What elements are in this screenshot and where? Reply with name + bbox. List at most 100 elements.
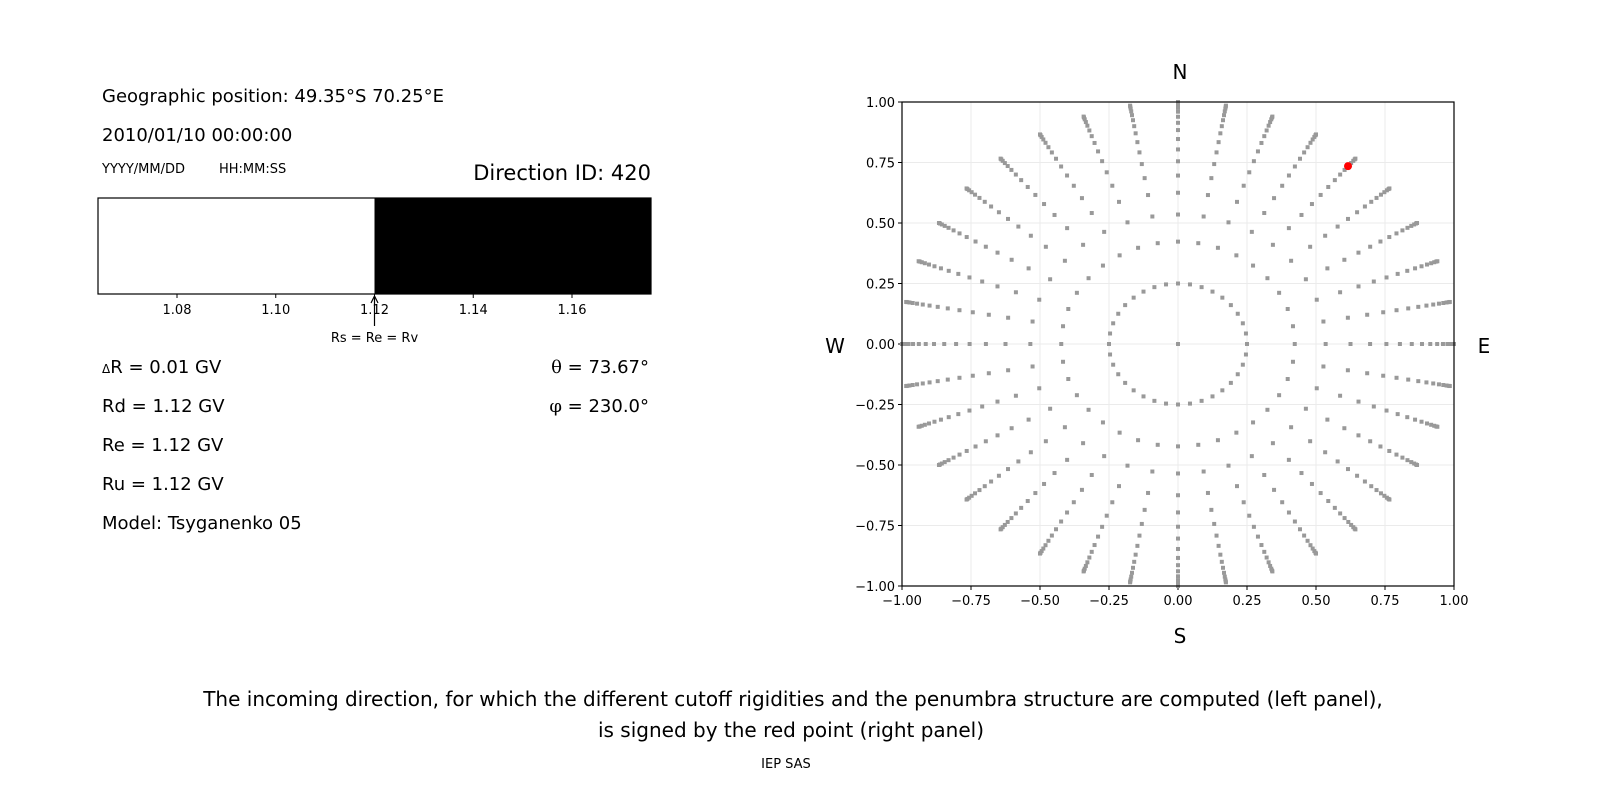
scatter-point: [942, 342, 947, 346]
scatter-point: [1006, 368, 1011, 373]
scatter-point: [1079, 487, 1084, 492]
scatter-point: [1264, 555, 1269, 560]
scatter-point: [1286, 510, 1291, 515]
scatter-point: [1353, 527, 1358, 532]
scatter-point: [977, 488, 982, 493]
scatter-point: [1265, 276, 1270, 281]
scatter-point: [1387, 235, 1392, 240]
x-tick-label: −0.50: [1020, 594, 1060, 609]
scatter-point: [1131, 295, 1136, 300]
scatter-point: [1277, 290, 1282, 295]
rd-value: Rd = 1.12 GV: [102, 396, 225, 417]
scatter-point: [1342, 426, 1347, 431]
scatter-point: [1176, 109, 1180, 114]
scatter-point: [1247, 170, 1252, 175]
scatter-point: [1424, 262, 1429, 267]
scatter-point: [1196, 241, 1201, 246]
scatter-point: [1378, 491, 1383, 496]
scatter-point: [1009, 516, 1014, 521]
scatter-point: [1323, 342, 1328, 346]
scatter-point: [1220, 295, 1225, 300]
scatter-point: [1059, 519, 1064, 524]
scatter-point: [1087, 555, 1092, 560]
scatter-point: [1292, 519, 1297, 524]
scatter-point: [1259, 140, 1264, 145]
scatter-point: [1209, 176, 1214, 181]
scatter-point: [1264, 128, 1269, 133]
x-tick-label: 0.75: [1371, 594, 1400, 609]
scatter-point: [1074, 393, 1079, 398]
x-tick-label: 1.10: [261, 303, 290, 318]
scatter-point: [1102, 229, 1107, 234]
scatter-point: [970, 310, 975, 315]
scatter-point: [1243, 331, 1248, 336]
compass-south: S: [1174, 624, 1187, 648]
scatter-point: [1240, 321, 1245, 326]
scatter-point: [1397, 342, 1402, 346]
scatter-point: [1033, 192, 1038, 197]
scatter-point: [906, 342, 911, 346]
scatter-point: [946, 458, 951, 463]
theta-text: = 73.67°: [562, 357, 649, 378]
scatter-point: [1270, 569, 1275, 574]
scatter-point: [1353, 156, 1358, 161]
re-value: Re = 1.12 GV: [102, 435, 224, 456]
scatter-point: [1079, 196, 1084, 201]
scatter-point: [1369, 484, 1374, 489]
scatter-point: [983, 342, 988, 346]
compass-west: W: [825, 334, 845, 358]
scatter-point: [1083, 563, 1088, 568]
scatter-point: [1016, 224, 1021, 229]
scatter-point: [1187, 282, 1192, 287]
scatter-point: [998, 527, 1003, 532]
scatter-point: [1100, 263, 1105, 268]
scatter-point: [904, 299, 909, 304]
scatter-point: [1416, 304, 1421, 309]
scatter-point: [1108, 352, 1113, 357]
scatter-point: [967, 342, 972, 346]
phi-text: = 230.0°: [562, 396, 649, 417]
scatter-point: [1338, 172, 1343, 177]
bar-segment-0: [98, 198, 375, 294]
y-tick-label: 0.75: [866, 157, 895, 172]
scatter-point: [1002, 161, 1007, 166]
scatter-point: [1265, 407, 1270, 412]
scatter-point: [1310, 137, 1315, 142]
scatter-point: [936, 463, 941, 467]
scatter-point: [1214, 150, 1219, 155]
scatter-point: [1325, 266, 1330, 271]
scatter-point: [1220, 388, 1225, 393]
scatter-point: [983, 244, 988, 249]
scatter-point: [1216, 543, 1221, 548]
scatter-point: [1111, 362, 1116, 367]
scatter-point: [1048, 406, 1053, 411]
scatter-point: [1141, 394, 1146, 399]
scatter-point: [1400, 228, 1405, 233]
scatter-point: [1448, 342, 1453, 346]
scatter-point: [1235, 311, 1240, 316]
scatter-point: [1335, 224, 1340, 229]
scatter-point: [1131, 388, 1136, 393]
scatter-point: [1395, 412, 1400, 417]
scatter-point: [922, 261, 927, 266]
scatter-point: [1141, 289, 1146, 294]
scatter-point: [1123, 380, 1128, 385]
scatter-point: [1441, 383, 1446, 388]
x-tick-label: 0.25: [1233, 594, 1262, 609]
scatter-point: [1435, 424, 1440, 429]
scatter-point: [1387, 186, 1392, 191]
scatter-point: [1071, 500, 1076, 505]
scatter-point: [957, 452, 962, 457]
scatter-point: [1447, 299, 1452, 304]
caption-line-2: is signed by the red point (right panel): [598, 718, 984, 742]
scatter-point: [1321, 319, 1326, 324]
scatter-point: [1272, 196, 1277, 201]
scatter-point: [1228, 303, 1233, 308]
x-tick-label: 1.00: [1440, 594, 1469, 609]
scatter-point: [996, 473, 1001, 478]
scatter-point: [1249, 229, 1254, 234]
scatter-point: [1303, 277, 1308, 282]
scatter-point: [1054, 156, 1059, 161]
scatter-point: [1325, 417, 1330, 422]
scatter-point: [1218, 552, 1223, 557]
